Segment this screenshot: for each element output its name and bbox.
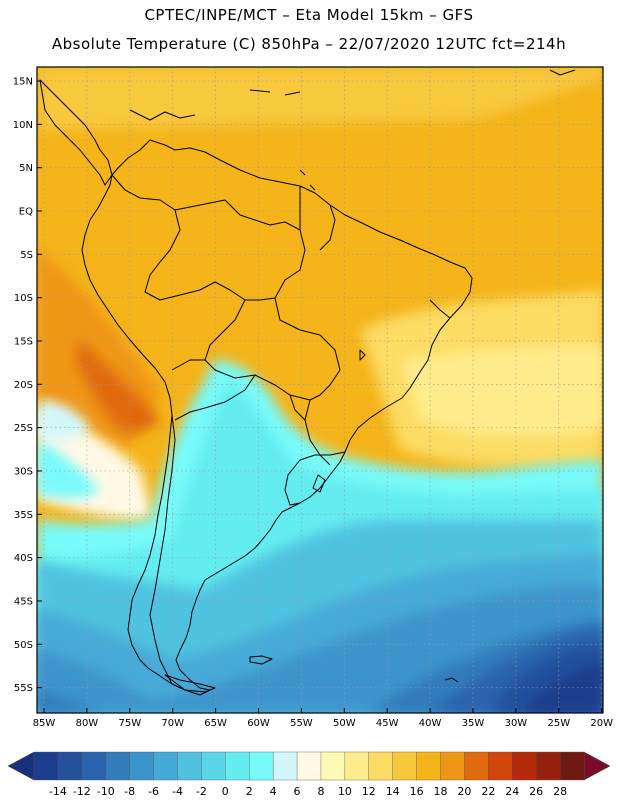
title-line-1: CPTEC/INPE/MCT – Eta Model 15km – GFS	[144, 6, 474, 24]
colorbar-label: 20	[457, 785, 471, 798]
coastlines	[39, 69, 576, 696]
lat-label: 10N	[13, 120, 33, 131]
lat-label: 5S	[20, 250, 33, 261]
colorbar-label: 14	[386, 785, 400, 798]
lon-label: 20W	[590, 718, 613, 729]
colorbar-label: -6	[148, 785, 159, 798]
colorbar-swatch	[488, 751, 513, 781]
lon-label: 55W	[290, 718, 313, 729]
colorbar-label: -10	[97, 785, 115, 798]
colorbar-label: 16	[410, 785, 424, 798]
colorbar-swatch	[57, 751, 83, 781]
lat-label: 35S	[14, 510, 33, 521]
lat-label: 10S	[14, 293, 33, 304]
colorbar-swatch	[201, 751, 226, 781]
colorbar-swatch	[344, 751, 370, 781]
lon-label: 65W	[204, 718, 227, 729]
lon-label: 30W	[505, 718, 528, 729]
lat-label: 40S	[14, 553, 33, 564]
colorbar-swatch	[153, 751, 178, 781]
lon-label: 70W	[161, 718, 184, 729]
lat-label: 55S	[14, 683, 33, 694]
colorbar-label: 8	[317, 785, 324, 798]
colorbar-swatch	[81, 751, 107, 781]
colorbar: -14 -12 -10 -8 -6 -4 -2 0 2 4 6 8 10 12 14 16 18 20 22 24 26…	[7, 751, 611, 798]
colorbar-label: 0	[222, 785, 229, 798]
colorbar-swatch	[440, 751, 465, 781]
lat-label: 50S	[14, 640, 33, 651]
lat-label: 20S	[14, 380, 33, 391]
lon-label: 50W	[333, 718, 356, 729]
colorbar-high-arrow	[583, 751, 611, 781]
colorbar-swatch	[33, 751, 59, 781]
colorbar-swatch	[559, 751, 585, 781]
lat-label: 15N	[13, 77, 33, 88]
colorbar-label: -2	[196, 785, 207, 798]
lon-label: 60W	[247, 718, 270, 729]
colorbar-swatch	[296, 751, 322, 781]
colorbar-swatch	[272, 751, 298, 781]
lon-label: 40W	[419, 718, 442, 729]
colorbar-swatch	[177, 751, 202, 781]
lat-label: 25S	[14, 423, 33, 434]
colorbar-label: 26	[529, 785, 543, 798]
colorbar-swatch	[392, 751, 418, 781]
colorbar-label: 4	[270, 785, 277, 798]
colorbar-label: 12	[362, 785, 376, 798]
colorbar-label: -4	[172, 785, 183, 798]
lat-label: 5N	[19, 163, 33, 174]
lat-label: 30S	[14, 466, 33, 477]
lon-label: 35W	[462, 718, 485, 729]
colorbar-swatch	[320, 751, 346, 781]
colorbar-label: -8	[124, 785, 135, 798]
colorbar-label: 24	[505, 785, 519, 798]
lon-label: 25W	[547, 718, 570, 729]
lat-label: EQ	[19, 206, 33, 217]
colorbar-label: -14	[49, 785, 67, 798]
colorbar-label: 22	[481, 785, 495, 798]
lon-label: 45W	[376, 718, 399, 729]
latitude-axis: 15N 10N 5N EQ 5S 10S 15S 20S 25S 30S 35S 40S 45S 50S 5…	[13, 77, 42, 694]
colorbar-swatch	[368, 751, 394, 781]
map-frame	[36, 66, 604, 714]
colorbar-label: 2	[246, 785, 253, 798]
temperature-field	[37, 67, 603, 713]
longitude-axis: 85W 80W 75W 70W 65W 60W 55W 50W 45W 40W 35W 30W 25W 2…	[33, 708, 613, 729]
lat-label: 15S	[14, 336, 33, 347]
lon-label: 85W	[33, 718, 56, 729]
colorbar-swatch	[249, 751, 274, 781]
lon-label: 80W	[76, 718, 99, 729]
colorbar-swatch	[416, 751, 442, 781]
colorbar-label: 18	[434, 785, 448, 798]
colorbar-swatch	[105, 751, 131, 781]
colorbar-label: 28	[553, 785, 567, 798]
colorbar-label: -12	[73, 785, 91, 798]
colorbar-swatch	[535, 751, 561, 781]
colorbar-swatch	[512, 751, 537, 781]
colorbar-low-arrow	[7, 751, 35, 781]
title-line-2: Absolute Temperature (C) 850hPa – 22/07/…	[51, 35, 567, 53]
colorbar-swatch	[225, 751, 250, 781]
colorbar-swatch	[129, 751, 155, 781]
colorbar-label: 6	[294, 785, 301, 798]
lon-label: 75W	[118, 718, 141, 729]
colorbar-label: 10	[338, 785, 352, 798]
colorbar-swatch	[464, 751, 489, 781]
lat-label: 45S	[14, 596, 33, 607]
